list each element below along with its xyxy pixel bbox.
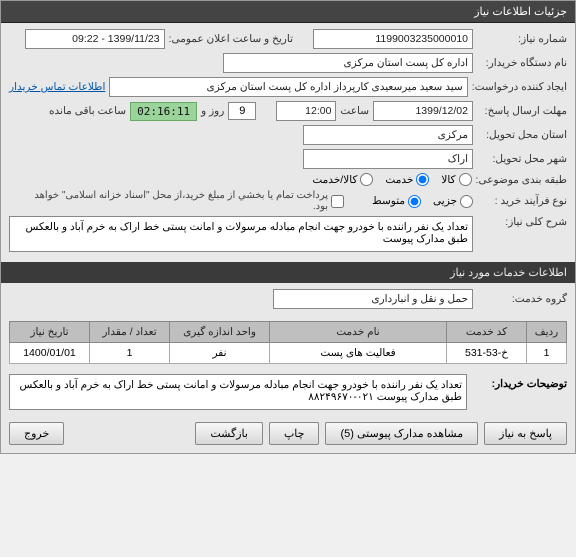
th-qty: تعداد / مقدار: [90, 322, 170, 343]
attachments-button[interactable]: مشاهده مدارک پیوستی (5): [325, 422, 478, 445]
label-need-no: شماره نیاز:: [477, 33, 567, 45]
province-field: [303, 125, 473, 145]
radio-kala-khadmat[interactable]: کالا/خدمت: [312, 173, 373, 186]
th-name: نام خدمت: [270, 322, 447, 343]
label-remain: ساعت باقی مانده: [49, 105, 126, 117]
deadline-time-field: [276, 101, 336, 121]
section-services-title: اطلاعات خدمات مورد نیاز: [1, 262, 575, 283]
cell-code: خ-53-531: [447, 343, 527, 364]
radio-khadmat[interactable]: خدمت: [385, 173, 429, 186]
days-left: 9: [228, 102, 256, 120]
label-buyer-notes: توضیحات خریدار:: [467, 374, 567, 390]
label-deadline: مهلت ارسال پاسخ:: [477, 105, 567, 117]
service-group-field: [273, 289, 473, 309]
print-button[interactable]: چاپ: [269, 422, 320, 445]
creator-field: [109, 77, 467, 97]
services-table-wrap: ردیف کد خدمت نام خدمت واحد اندازه گیری ت…: [1, 315, 575, 370]
treasury-checkbox[interactable]: پرداخت تمام يا بخشي از مبلغ خريد،از محل …: [17, 190, 344, 212]
label-creator: ایجاد کننده درخواست:: [472, 81, 567, 93]
need-number-field: [313, 29, 473, 49]
buyer-notes-text: تعداد یک نفر راننده با خودرو جهت انجام م…: [9, 374, 467, 410]
services-table: ردیف کد خدمت نام خدمت واحد اندازه گیری ت…: [9, 321, 567, 364]
exit-button[interactable]: خروج: [9, 422, 64, 445]
table-row: 1 خ-53-531 فعالیت های پست نفر 1 1400/01/…: [10, 343, 567, 364]
th-unit: واحد اندازه گیری: [170, 322, 270, 343]
label-province: استان محل تحویل:: [477, 129, 567, 141]
buyer-org-field: [223, 53, 473, 73]
label-service-group: گروه خدمت:: [477, 293, 567, 305]
label-summary: شرح کلی نیاز:: [477, 216, 567, 228]
countdown-timer: 02:16:11: [130, 102, 197, 121]
cell-date: 1400/01/01: [10, 343, 90, 364]
contact-link[interactable]: اطلاعات تماس خریدار: [9, 81, 105, 93]
label-upto: ساعت: [340, 105, 369, 117]
label-city: شهر محل تحویل:: [477, 153, 567, 165]
panel-title: جزئیات اطلاعات نیاز: [1, 1, 575, 23]
buyer-notes-row: توضیحات خریدار: تعداد یک نفر راننده با خ…: [1, 370, 575, 414]
back-button[interactable]: بازگشت: [195, 422, 263, 445]
th-code: کد خدمت: [447, 322, 527, 343]
form-area: شماره نیاز: تاریخ و ساعت اعلان عمومی: نا…: [1, 23, 575, 262]
announce-date-field: [25, 29, 165, 49]
cell-name: فعالیت های پست: [270, 343, 447, 364]
label-category: طبقه بندی موضوعی:: [476, 174, 567, 186]
deadline-date-field: [373, 101, 473, 121]
th-row: ردیف: [527, 322, 567, 343]
label-process: نوع فرآیند خرید :: [477, 195, 567, 207]
cell-row: 1: [527, 343, 567, 364]
radio-motavasset[interactable]: متوسط: [372, 195, 421, 208]
radio-jozi[interactable]: جزیی: [433, 195, 473, 208]
city-field: [303, 149, 473, 169]
summary-textarea: [9, 216, 473, 252]
details-panel: جزئیات اطلاعات نیاز شماره نیاز: تاریخ و …: [0, 0, 576, 454]
cell-qty: 1: [90, 343, 170, 364]
reply-button[interactable]: پاسخ به نیاز: [484, 422, 567, 445]
action-bar: پاسخ به نیاز مشاهده مدارک پیوستی (5) چاپ…: [1, 414, 575, 453]
label-announce: تاریخ و ساعت اعلان عمومی:: [169, 33, 293, 45]
cell-unit: نفر: [170, 343, 270, 364]
label-buyer-org: نام دستگاه خریدار:: [477, 57, 567, 69]
radio-kala[interactable]: کالا: [441, 173, 471, 186]
th-date: تاریخ نیاز: [10, 322, 90, 343]
label-dayword: روز و: [201, 105, 224, 117]
